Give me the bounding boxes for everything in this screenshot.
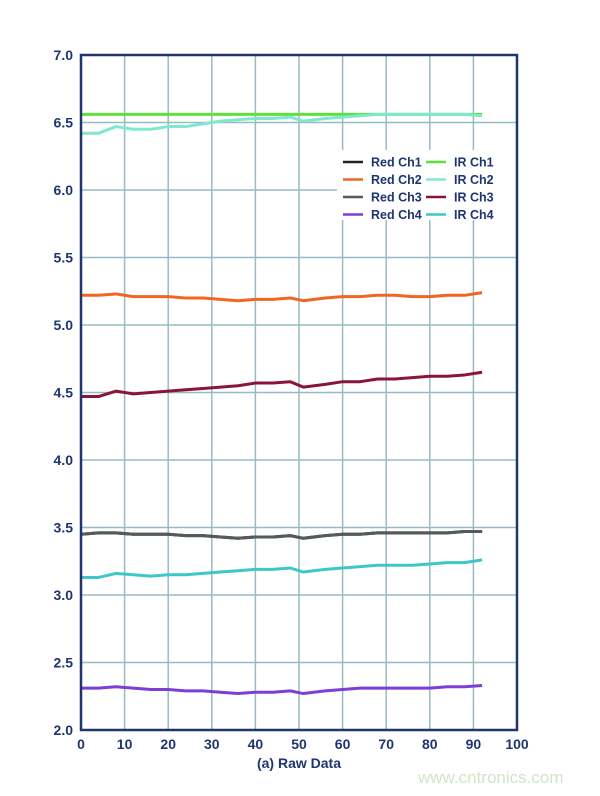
y-tick-label: 2.0 — [54, 722, 74, 738]
series-line-red-ch2 — [81, 291, 483, 303]
legend-label: Red Ch3 — [371, 191, 422, 205]
x-tick-label: 80 — [422, 736, 438, 752]
x-tick-label: 50 — [291, 736, 307, 752]
x-tick-label: 90 — [466, 736, 482, 752]
legend-label: IR Ch4 — [454, 208, 494, 222]
y-tick-label: 3.0 — [54, 587, 74, 603]
legend-label: IR Ch3 — [454, 191, 494, 205]
y-tick-label: 6.0 — [54, 182, 74, 198]
x-tick-label: 60 — [335, 736, 351, 752]
plot-frame — [79, 53, 519, 732]
watermark: www.cntronics.com — [418, 768, 564, 787]
y-tick-label: 4.0 — [54, 452, 74, 468]
y-axis: 2.0 2.5 3.0 3.5 4.0 4.5 5.0 5.5 6.0 6.5 7.0 — [54, 47, 74, 738]
y-tick-label: 5.5 — [54, 250, 74, 266]
x-tick-label: 40 — [248, 736, 264, 752]
y-tick-label: 6.5 — [54, 115, 74, 131]
series-group — [80, 112, 483, 696]
y-tick-label: 4.5 — [54, 385, 74, 401]
legend-label: Red Ch4 — [371, 208, 422, 222]
legend-label: Red Ch1 — [371, 156, 422, 170]
x-tick-label: 20 — [160, 736, 176, 752]
legend-label: IR Ch1 — [454, 156, 494, 170]
series-line-ir-ch2 — [81, 112, 483, 135]
y-tick-label: 5.0 — [54, 317, 74, 333]
y-tick-label: 2.5 — [54, 655, 74, 671]
x-axis-label: (a) Raw Data — [257, 755, 341, 771]
x-tick-label: 30 — [204, 736, 220, 752]
x-tick-label: 70 — [378, 736, 394, 752]
x-tick-label: 0 — [77, 736, 85, 752]
series-line-ir-ch4 — [81, 558, 483, 579]
y-tick-label: 3.5 — [54, 520, 74, 536]
legend: Red Ch1 IR Ch1 Red Ch2 IR Ch2 Red Ch3 IR Ch3 R… — [337, 150, 519, 222]
x-tick-label: 10 — [117, 736, 133, 752]
series-line-red-ch4 — [81, 683, 483, 696]
y-tick-label: 7.0 — [54, 47, 74, 63]
series-line-ir-ch3 — [81, 370, 483, 399]
x-tick-label: 100 — [505, 736, 529, 752]
legend-label: Red Ch2 — [371, 173, 422, 187]
legend-label: IR Ch2 — [454, 173, 494, 187]
series-line-red-ch3 — [80, 530, 483, 540]
x-axis: 0 10 20 30 40 50 60 70 80 90 100 — [77, 736, 529, 752]
